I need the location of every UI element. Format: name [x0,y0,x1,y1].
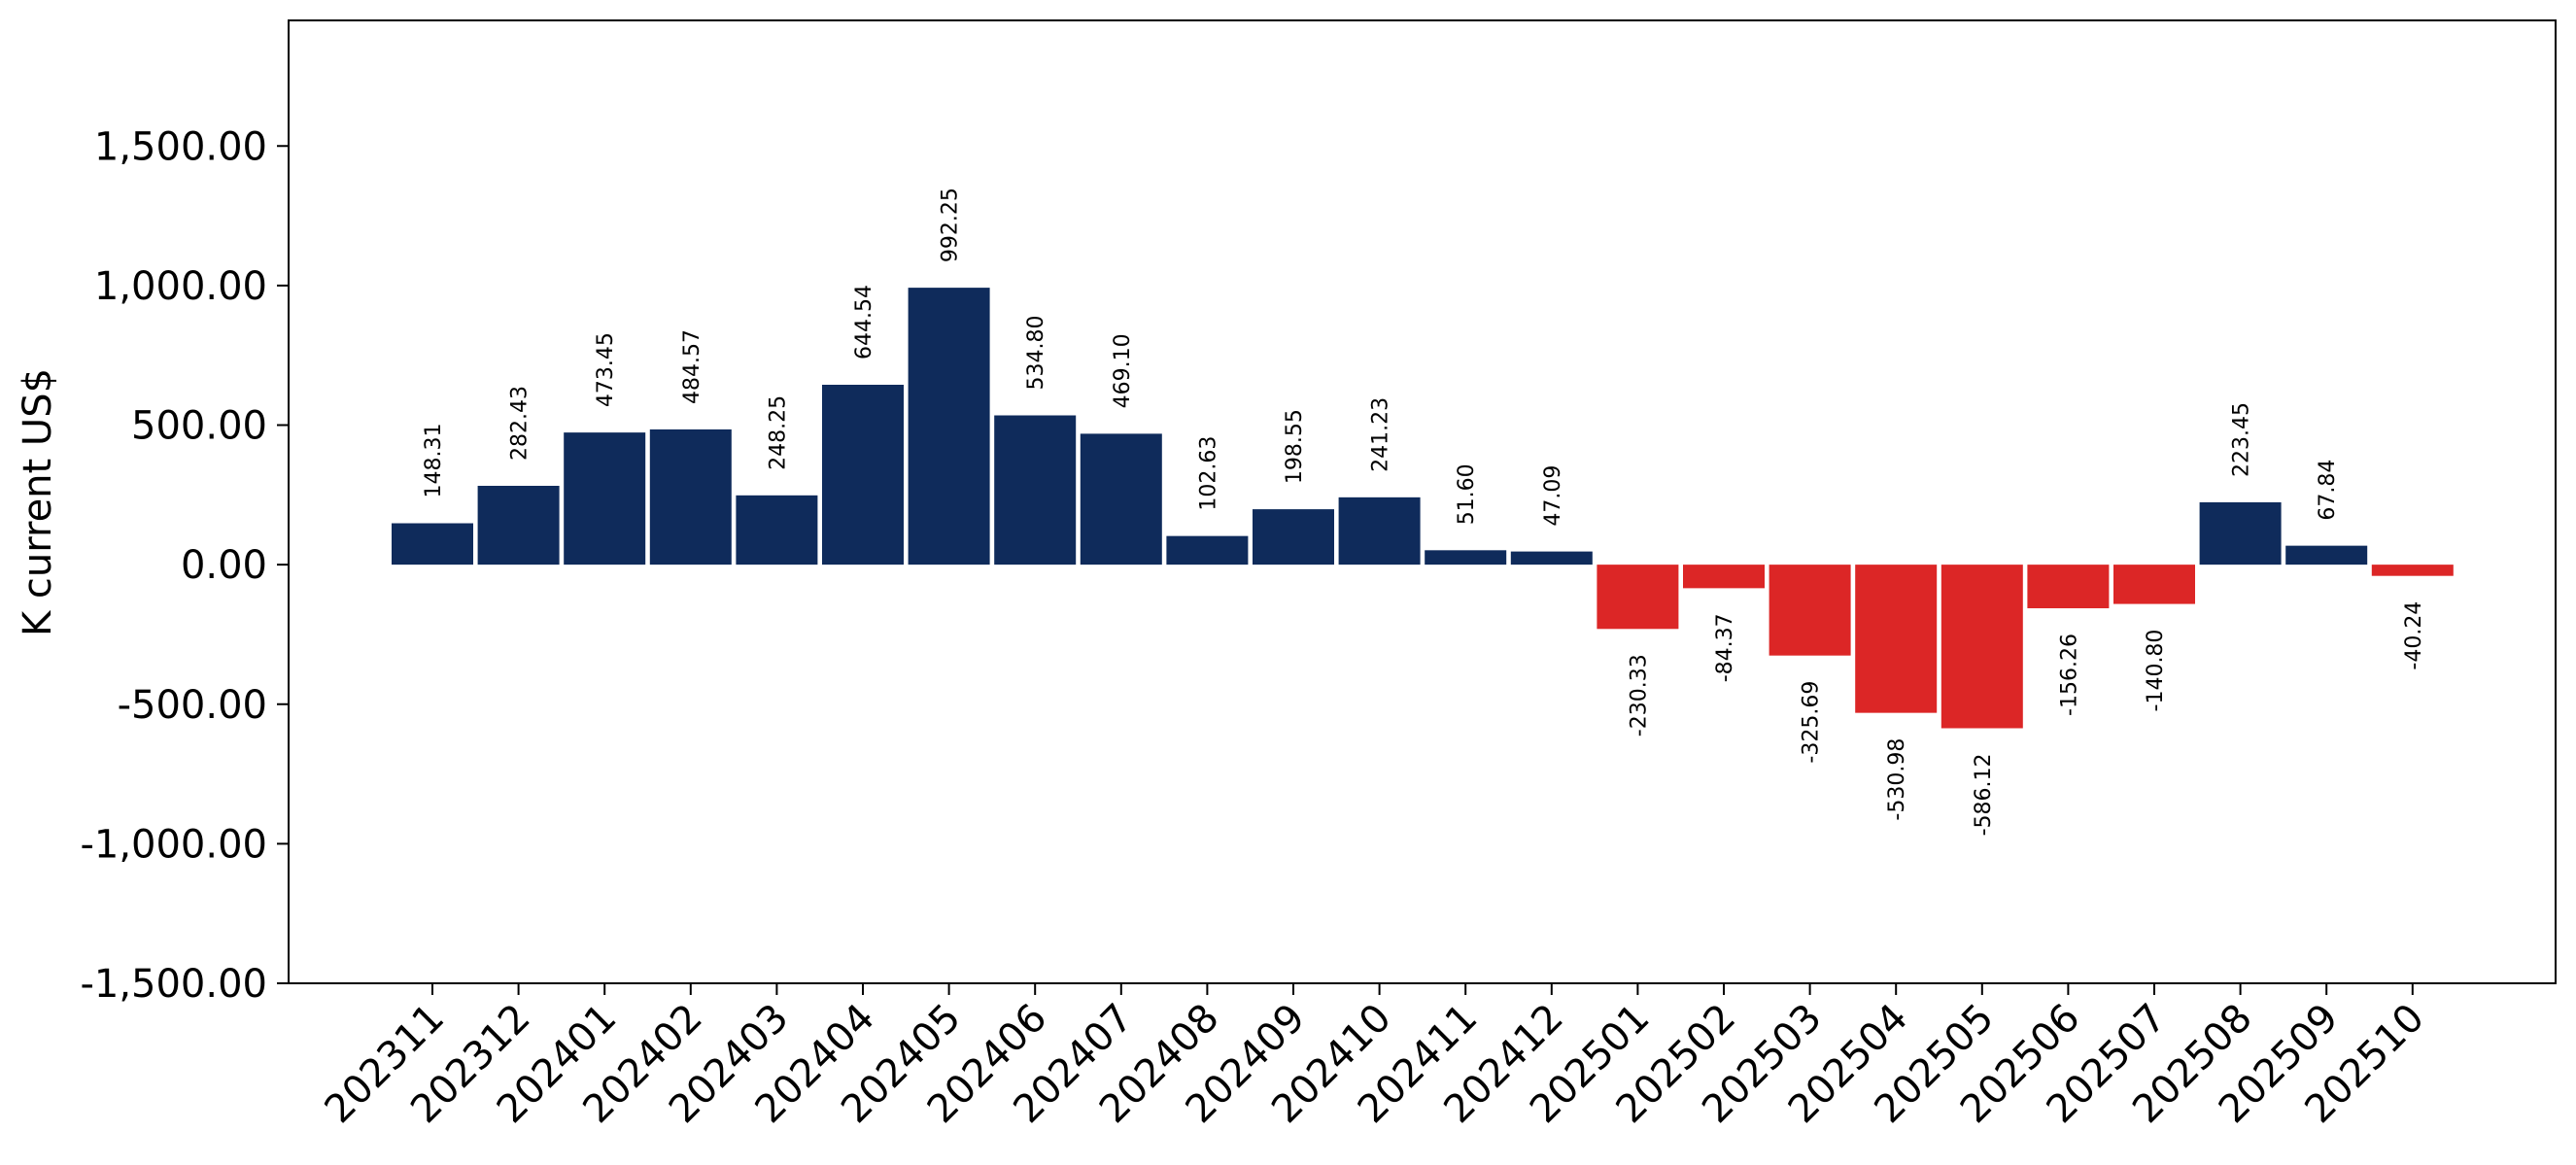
value-label-202505: -586.12 [1972,753,1996,836]
bar-202312 [477,486,560,565]
bar-202510 [2371,565,2454,576]
value-label-202507: -140.80 [2144,630,2168,712]
bar-202502 [1683,565,1765,589]
value-label-202501: -230.33 [1627,654,1651,737]
bar-202404 [822,384,904,565]
value-label-202509: 67.84 [2316,460,2340,521]
value-labels-group: 148.31 282.43 473.45 484.57 248.25 644.54 992.… [422,188,2426,836]
y-tick-label-3: 0.00 [181,543,267,588]
value-label-202510: -40.24 [2402,601,2426,670]
bar-202508 [2199,501,2282,565]
bar-202408 [1166,535,1249,565]
bar-202406 [994,415,1077,565]
value-label-202407: 469.10 [1111,333,1135,408]
value-label-202502: -84.37 [1713,613,1737,682]
bar-202501 [1597,565,1679,630]
bar-202410 [1338,497,1421,565]
value-label-202411: 51.60 [1455,463,1479,525]
bar-202412 [1510,551,1593,565]
value-label-202404: 644.54 [852,285,876,360]
value-label-202412: 47.09 [1541,465,1565,527]
bar-202409 [1253,509,1334,565]
bar-202506 [2027,565,2110,609]
value-label-202503: -325.69 [1800,681,1824,764]
y-tick-label-4: 500.00 [131,404,267,449]
plot-frame [288,19,2557,984]
value-label-202312: 282.43 [508,386,532,461]
value-label-202403: 248.25 [766,395,790,470]
bar-202505 [1941,565,2023,729]
value-label-202402: 484.57 [680,329,704,404]
value-label-202410: 241.23 [1369,397,1393,472]
value-label-202408: 102.63 [1196,436,1220,511]
bar-202403 [736,495,818,565]
y-tick-label-0: -1,500.00 [80,962,267,1007]
bar-202504 [1855,565,1938,713]
value-label-202401: 473.45 [594,332,618,407]
bar-202402 [649,428,732,565]
bar-202509 [2285,545,2368,565]
value-label-202405: 992.25 [939,188,963,262]
y-axis-title: K current US$ [16,368,60,636]
value-label-202406: 534.80 [1024,316,1048,391]
value-label-202506: -156.26 [2057,634,2081,716]
value-label-202409: 198.55 [1283,409,1307,484]
bar-202311 [392,523,473,565]
y-tick-label-5: 1,000.00 [94,264,267,309]
y-tick-label-1: -1,000.00 [80,822,267,867]
bars-group [392,288,2454,729]
y-tick-label-2: -500.00 [118,683,267,728]
value-label-202311: 148.31 [422,424,446,498]
y-axis: -1,500.00 -1,000.00 -500.00 0.00 500.00 1,000… [80,124,289,1007]
y-tick-label-6: 1,500.00 [94,124,267,169]
bar-202405 [908,288,990,565]
bar-202507 [2113,565,2195,604]
value-label-202504: -530.98 [1885,738,1909,821]
bar-202411 [1425,550,1507,565]
bar-202401 [564,432,646,565]
bar-202407 [1080,433,1162,565]
value-label-202508: 223.45 [2230,402,2254,477]
bar-202503 [1769,565,1851,656]
